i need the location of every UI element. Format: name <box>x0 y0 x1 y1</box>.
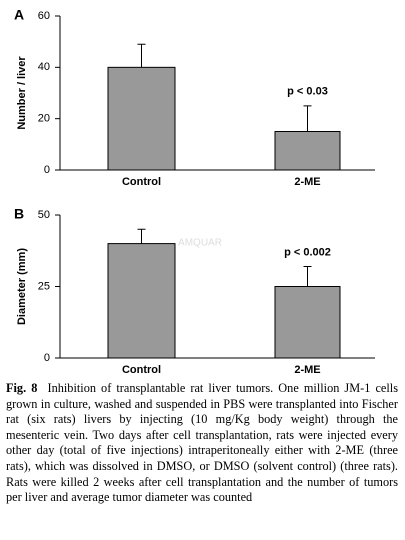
x-tick-label: 2-ME <box>294 364 320 376</box>
annotation: p < 0.03 <box>287 86 328 98</box>
caption: Fig. 8 Inhibition of transplantable rat … <box>6 381 398 506</box>
y-tick-label: 60 <box>38 10 50 22</box>
bar <box>274 286 341 359</box>
y-tick-label: 20 <box>38 113 50 125</box>
panel-label: A <box>14 7 24 23</box>
x-tick-label: 2-ME <box>294 176 320 188</box>
x-tick-label: Control <box>122 364 161 376</box>
x-tick-label: Control <box>122 176 161 188</box>
error-bar <box>303 265 312 287</box>
y-tick-label: 40 <box>38 61 50 73</box>
error-bar <box>137 228 146 244</box>
y-axis-label: Number / liver <box>16 56 28 130</box>
y-tick-label: 50 <box>38 209 50 221</box>
bar <box>107 66 176 171</box>
caption-text: Inhibition of transplantable rat liver t… <box>6 381 398 505</box>
bar <box>107 243 176 359</box>
panel-label: B <box>14 206 24 222</box>
error-bar <box>137 43 146 68</box>
annotation: p < 0.002 <box>284 246 331 258</box>
y-tick-label: 25 <box>38 280 50 292</box>
watermark: AMQUAR <box>178 238 222 249</box>
figure: AMQUAR A Number / liver 0 20 40 60 Control 2-ME… <box>14 7 375 376</box>
y-tick-label: 0 <box>44 352 50 364</box>
error-bar <box>303 105 312 132</box>
bar <box>274 131 341 171</box>
y-tick-label: 0 <box>44 164 50 176</box>
y-axis-label: Diameter (mm) <box>16 248 28 325</box>
caption-label: Fig. 8 <box>6 381 38 395</box>
